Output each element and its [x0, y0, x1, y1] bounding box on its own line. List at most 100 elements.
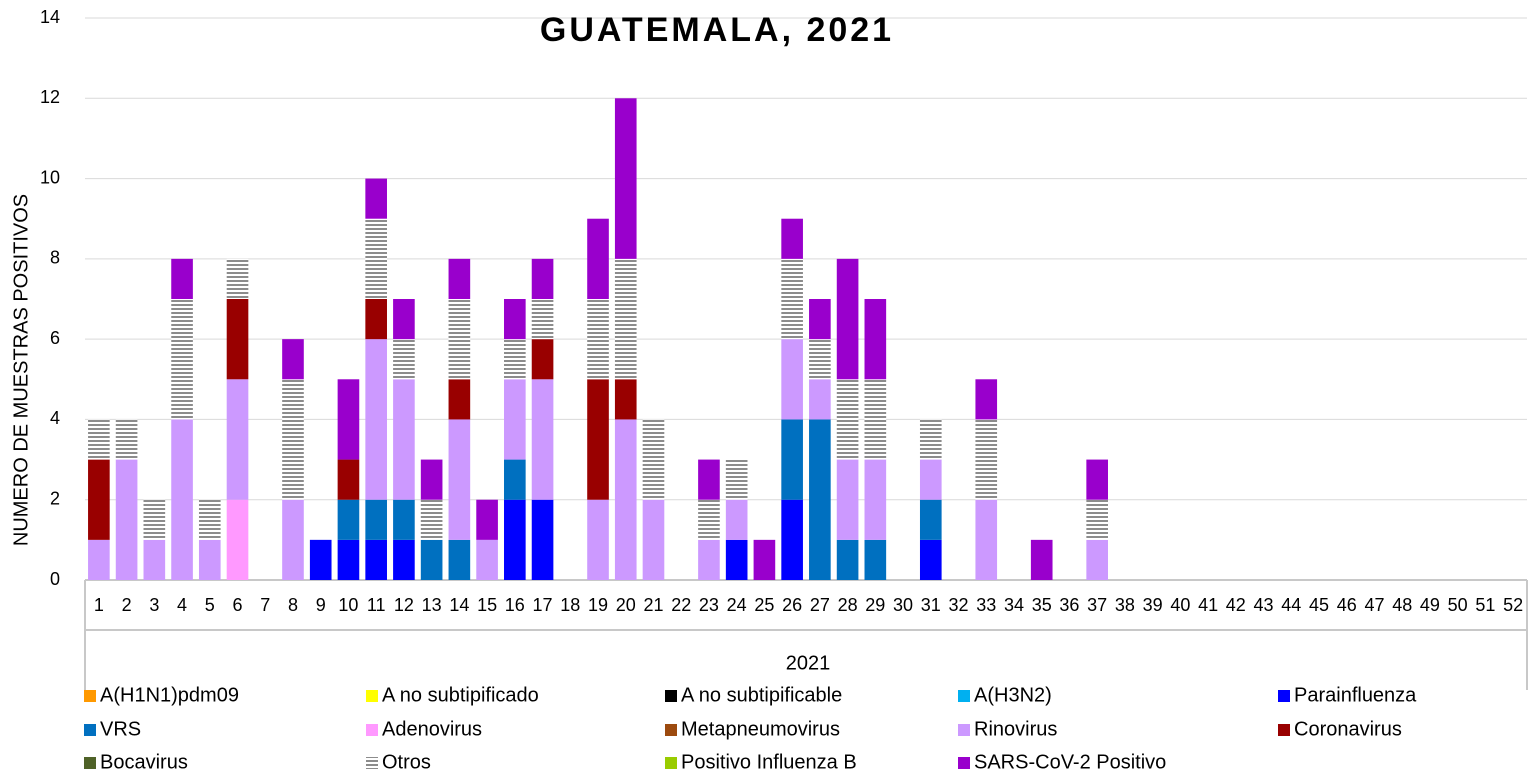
- bar-segment: [919, 459, 942, 500]
- bar-segment: [531, 299, 554, 340]
- bar-segment: [115, 459, 138, 580]
- legend-label: Metapneumovirus: [681, 718, 840, 740]
- bar-segment: [809, 299, 831, 340]
- bar-segment: [781, 258, 803, 340]
- bar-segment: [587, 379, 609, 500]
- bar-segment: [282, 499, 304, 580]
- bar-segment: [393, 499, 415, 540]
- bar-segment: [88, 419, 110, 460]
- x-tick-label: 45: [1309, 595, 1329, 615]
- x-tick-label: 17: [533, 595, 553, 615]
- x-tick-label: 41: [1198, 595, 1218, 615]
- x-tick-label: 6: [233, 595, 243, 615]
- x-tick-label: 11: [367, 595, 386, 615]
- x-tick-label: 29: [865, 595, 885, 615]
- x-tick-label: 36: [1059, 595, 1079, 615]
- x-tick-label: 31: [921, 595, 941, 615]
- bar-segment: [725, 459, 748, 500]
- x-tick-label: 25: [754, 595, 774, 615]
- legend-label: A(H1N1)pdm09: [100, 684, 239, 706]
- y-tick-label: 6: [50, 328, 60, 348]
- bar-segment: [393, 339, 415, 380]
- bar-segment: [836, 258, 859, 380]
- bar-segment: [171, 419, 193, 580]
- legend-swatch: [958, 757, 970, 769]
- bar-segment: [587, 218, 609, 299]
- x-tick-label: 4: [177, 595, 187, 615]
- x-tick-label: 49: [1420, 595, 1440, 615]
- bar-segment: [753, 539, 776, 580]
- bar-segment: [1086, 539, 1108, 580]
- bar-segment: [919, 419, 942, 460]
- bar-segment: [504, 339, 526, 380]
- y-tick-label: 12: [40, 87, 60, 107]
- legend-label: Parainfluenza: [1294, 684, 1417, 706]
- bar-segment: [614, 258, 637, 380]
- x-tick-label: 5: [205, 595, 215, 615]
- x-tick-label: 43: [1254, 595, 1274, 615]
- y-tick-label: 14: [40, 7, 60, 27]
- legend-swatch: [366, 690, 378, 702]
- bar-segment: [864, 299, 887, 380]
- x-tick-label: 27: [810, 595, 830, 615]
- bar-segment: [88, 539, 110, 580]
- bar-segment: [115, 419, 138, 460]
- legend-swatch: [1278, 690, 1290, 702]
- bar-segment: [198, 539, 221, 580]
- bar-segment: [393, 539, 415, 580]
- bar-segment: [282, 379, 304, 500]
- chart-title: GUATEMALA, 2021: [540, 11, 894, 49]
- bar-segment: [393, 299, 415, 340]
- legend-swatch: [1278, 724, 1290, 736]
- bar-segment: [448, 299, 471, 380]
- x-tick-label: 38: [1115, 595, 1135, 615]
- x-tick-label: 51: [1475, 595, 1495, 615]
- bar-segment: [1086, 459, 1108, 500]
- bar-segment: [476, 499, 498, 540]
- x-tick-label: 22: [671, 595, 691, 615]
- x-tick-label: 18: [560, 595, 580, 615]
- legend-label: A(H3N2): [974, 684, 1052, 706]
- x-tick-label: 10: [338, 595, 358, 615]
- bar-segment: [1086, 499, 1108, 540]
- bar-segment: [642, 499, 665, 580]
- bar-segment: [725, 539, 748, 580]
- bar-segment: [337, 539, 360, 580]
- bar-segment: [504, 459, 526, 500]
- x-tick-label: 2: [122, 595, 132, 615]
- legend-swatch: [665, 690, 677, 702]
- bar-segment: [614, 98, 637, 259]
- x-tick-label: 48: [1392, 595, 1412, 615]
- x-tick-label: 16: [505, 595, 525, 615]
- bar-segment: [919, 499, 942, 540]
- grid: [85, 17, 1527, 501]
- bar-segment: [504, 499, 526, 580]
- x-tick-label: 23: [699, 595, 719, 615]
- x-tick-label: 37: [1087, 595, 1107, 615]
- x-tick-label: 8: [288, 595, 298, 615]
- x-axis-label: 2021: [786, 652, 831, 674]
- bar-segment: [365, 499, 387, 540]
- x-tick-label: 26: [782, 595, 802, 615]
- legend-label: Adenovirus: [382, 718, 482, 740]
- x-tick-label: 40: [1170, 595, 1190, 615]
- x-tick-label: 14: [449, 595, 469, 615]
- bar-segment: [531, 258, 554, 299]
- bar-segment: [725, 499, 748, 540]
- legend-label: Bocavirus: [100, 751, 188, 773]
- bar-segment: [337, 499, 360, 540]
- legend-swatch: [84, 757, 96, 769]
- bar-segment: [587, 499, 609, 580]
- bar-segment: [88, 459, 110, 540]
- y-axis-label: NUMERO DE MUESTRAS POSITIVOS: [10, 194, 32, 546]
- bar-segment: [975, 499, 998, 580]
- x-tick-label: 20: [616, 595, 636, 615]
- legend-swatch: [366, 757, 378, 769]
- bar-segment: [531, 499, 554, 580]
- bar-segment: [420, 539, 443, 580]
- legend-swatch: [665, 724, 677, 736]
- bar-segment: [504, 299, 526, 340]
- legend-label: SARS-CoV-2 Positivo: [974, 751, 1166, 773]
- y-tick-label: 2: [50, 488, 60, 508]
